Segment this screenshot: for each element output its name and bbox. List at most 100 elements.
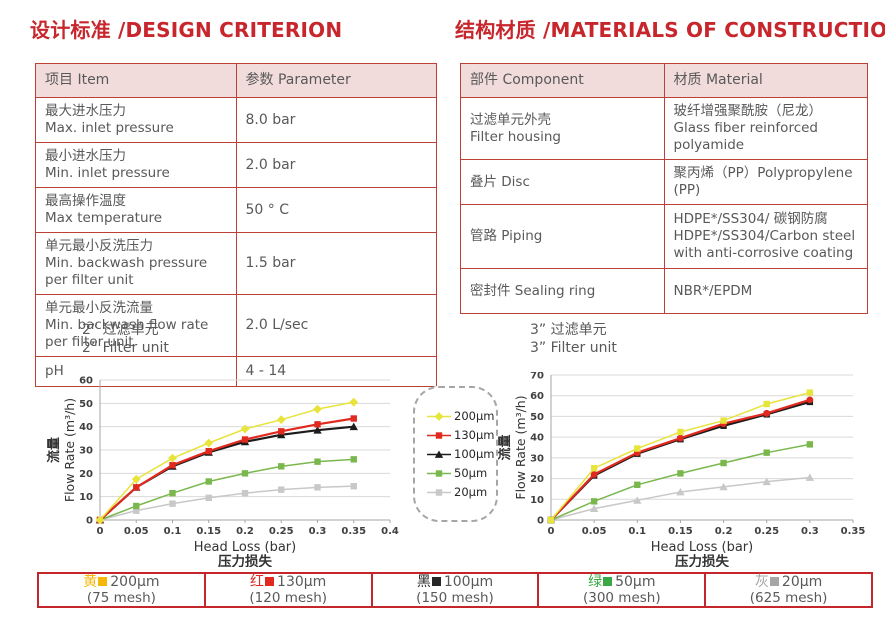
table-cell: 过滤单元外壳 Filter housing bbox=[460, 97, 665, 160]
chart-title-2inch-en: 2” Filter unit bbox=[82, 340, 169, 356]
svg-text:60: 60 bbox=[79, 376, 93, 387]
svg-text:0: 0 bbox=[537, 516, 544, 527]
svg-text:0.25: 0.25 bbox=[754, 526, 779, 537]
mesh-size-legend-bar: 黄 200μm (75 mesh) 红 130μm (120 mesh) 黑 100μm (15… bbox=[37, 572, 873, 608]
svg-text:Head Loss (bar): Head Loss (bar) bbox=[651, 540, 753, 555]
svg-text:0.2: 0.2 bbox=[715, 526, 733, 537]
table-cell: 4 - 14 bbox=[235, 356, 437, 387]
table-cell: 单元最小反洗压力 Min. backwash pressure per filte… bbox=[35, 232, 237, 295]
mesh-legend-cell: 黄 200μm (75 mesh) bbox=[39, 574, 204, 606]
svg-text:0: 0 bbox=[86, 516, 93, 527]
mesh-legend-cell: 绿 50μm (300 mesh) bbox=[537, 574, 704, 606]
svg-text:20: 20 bbox=[530, 474, 544, 485]
table-cell: 聚丙烯（PP）Polypropylene (PP) bbox=[663, 159, 868, 205]
table-row: 密封件 Sealing ring NBR*/EPDM bbox=[460, 268, 868, 314]
svg-text:0.4: 0.4 bbox=[381, 526, 399, 537]
svg-text:流量: 流量 bbox=[497, 434, 513, 460]
micron-size: 100μm bbox=[443, 574, 494, 590]
table-header-row: 项目 Item 参数 Parameter bbox=[35, 63, 437, 98]
table-row: 最大进水压力 Max. inlet pressure 8.0 bar bbox=[35, 97, 437, 143]
chart-title-3inch: 3” 过滤单元 3” Filter unit bbox=[530, 321, 617, 357]
mesh-size-label: 黑 100μm bbox=[417, 574, 493, 590]
color-swatch-icon bbox=[769, 577, 779, 586]
svg-text:10: 10 bbox=[79, 492, 93, 503]
svg-text:压力损失: 压力损失 bbox=[675, 553, 729, 567]
flow-rate-chart-3inch: 0 10 20 30 40 50 60 70 0 0.05 0.1 0.15 0.2 0.25 0.3 0.3… bbox=[496, 371, 878, 571]
svg-text:Flow Rate (m³/h): Flow Rate (m³/h) bbox=[513, 395, 528, 499]
svg-text:10: 10 bbox=[530, 495, 544, 506]
chart-canvas: 0 10 20 30 40 50 60 70 0 0.05 0.1 0.15 0.2 0.25 0.3 0.3… bbox=[497, 371, 866, 571]
flow-rate-chart-2inch: 0 10 20 30 40 50 60 0 0.05 0.1 0.15 0.2 0.25 0.3 0.35 0… bbox=[45, 372, 410, 571]
table-row: 叠片 Disc 聚丙烯（PP）Polypropylene (PP) bbox=[460, 159, 868, 205]
legend-swatch-icon bbox=[427, 469, 451, 477]
mesh-legend-cell: 灰 20μm (625 mesh) bbox=[704, 574, 871, 606]
svg-text:40: 40 bbox=[79, 422, 93, 433]
table-cell: 最大进水压力 Max. inlet pressure bbox=[35, 97, 237, 143]
micron-size: 50μm bbox=[615, 574, 656, 590]
mesh-count: (120 mesh) bbox=[249, 590, 328, 606]
legend-swatch-icon bbox=[427, 411, 451, 421]
legend-label: 200μm bbox=[454, 409, 495, 423]
mesh-legend-cell: 红 130μm (120 mesh) bbox=[203, 574, 371, 606]
mesh-size-label: 红 130μm bbox=[250, 574, 326, 590]
table-cell: 1.5 bar bbox=[235, 232, 437, 295]
svg-text:流量: 流量 bbox=[46, 437, 62, 463]
svg-text:0.15: 0.15 bbox=[196, 526, 221, 537]
table-cell: 50 ° C bbox=[235, 187, 437, 233]
materials-table: 部件 Component 材质 Material 过滤单元外壳 Filter ho… bbox=[460, 63, 868, 314]
table-row: 过滤单元外壳 Filter housing 玻纤增强聚酰胺（尼龙） Glass fib… bbox=[460, 97, 868, 160]
chart-legend-box: 200μm 130μm 100μm 50μm 20μm bbox=[413, 386, 498, 522]
mesh-count: (625 mesh) bbox=[749, 590, 828, 606]
micron-size: 200μm bbox=[110, 574, 160, 590]
svg-text:0.3: 0.3 bbox=[309, 526, 327, 537]
table-row: 管路 Piping HDPE*/SS304/ 碳钢防腐 HDPE*/SS304/Ca… bbox=[460, 204, 868, 269]
svg-text:50: 50 bbox=[79, 399, 93, 410]
svg-text:30: 30 bbox=[530, 453, 544, 464]
mesh-legend-cell: 黑 100μm (150 mesh) bbox=[370, 574, 538, 606]
svg-text:20: 20 bbox=[79, 469, 93, 480]
table-header-row: 部件 Component 材质 Material bbox=[460, 63, 868, 98]
column-header-item: 项目 Item bbox=[35, 63, 237, 98]
svg-text:0.1: 0.1 bbox=[628, 526, 646, 537]
table-row: pH 4 - 14 bbox=[35, 356, 437, 387]
legend-swatch-icon bbox=[427, 488, 451, 496]
mesh-size-label: 黄 200μm bbox=[83, 574, 159, 590]
svg-text:0.05: 0.05 bbox=[124, 526, 149, 537]
table-cell: 玻纤增强聚酰胺（尼龙） Glass fiber reinforced polyam… bbox=[663, 97, 868, 160]
column-header-component: 部件 Component bbox=[460, 63, 665, 98]
mesh-size-label: 绿 50μm bbox=[588, 574, 655, 590]
color-name-zh: 绿 bbox=[588, 574, 603, 590]
table-row: 单元最小反洗流量 Min. backwash flow rate per filt… bbox=[35, 294, 437, 357]
svg-text:0.35: 0.35 bbox=[841, 526, 866, 537]
table-cell: HDPE*/SS304/ 碳钢防腐 HDPE*/SS304/Carbon stee… bbox=[663, 204, 868, 269]
legend-label: 50μm bbox=[454, 466, 488, 480]
svg-text:50: 50 bbox=[530, 412, 544, 423]
svg-text:压力损失: 压力损失 bbox=[218, 553, 272, 567]
svg-text:0: 0 bbox=[548, 526, 555, 537]
chart-title-2inch-zh: 2” 过滤单元 bbox=[82, 322, 159, 338]
legend-entry: 100μm bbox=[426, 447, 496, 461]
legend-entry: 50μm bbox=[426, 466, 496, 480]
color-swatch-icon bbox=[265, 577, 275, 586]
svg-text:0.05: 0.05 bbox=[582, 526, 607, 537]
mesh-count: (150 mesh) bbox=[416, 590, 494, 606]
color-swatch-icon bbox=[98, 577, 108, 586]
svg-text:40: 40 bbox=[530, 433, 544, 444]
micron-size: 130μm bbox=[277, 574, 327, 590]
mesh-size-label: 灰 20μm bbox=[755, 574, 822, 590]
design-criterion-title: 设计标准 /DESIGN CRITERION bbox=[30, 18, 343, 42]
table-cell: 2.0 bar bbox=[235, 142, 437, 188]
svg-text:Flow Rate (m³/h): Flow Rate (m³/h) bbox=[62, 398, 77, 502]
svg-text:60: 60 bbox=[530, 391, 544, 402]
color-name-zh: 黑 bbox=[416, 574, 431, 590]
chart-title-3inch-zh: 3” 过滤单元 bbox=[530, 322, 607, 338]
table-cell: 单元最小反洗流量 Min. backwash flow rate per filt… bbox=[35, 294, 237, 357]
table-cell: NBR*/EPDM bbox=[663, 268, 868, 314]
legend-swatch-icon bbox=[427, 431, 451, 439]
legend-entry: 20μm bbox=[426, 485, 496, 499]
color-swatch-icon bbox=[431, 577, 441, 586]
table-cell: 8.0 bar bbox=[235, 97, 437, 143]
micron-size: 20μm bbox=[781, 574, 823, 590]
table-cell: 2.0 L/sec bbox=[235, 294, 437, 357]
table-cell: 叠片 Disc bbox=[460, 159, 665, 205]
